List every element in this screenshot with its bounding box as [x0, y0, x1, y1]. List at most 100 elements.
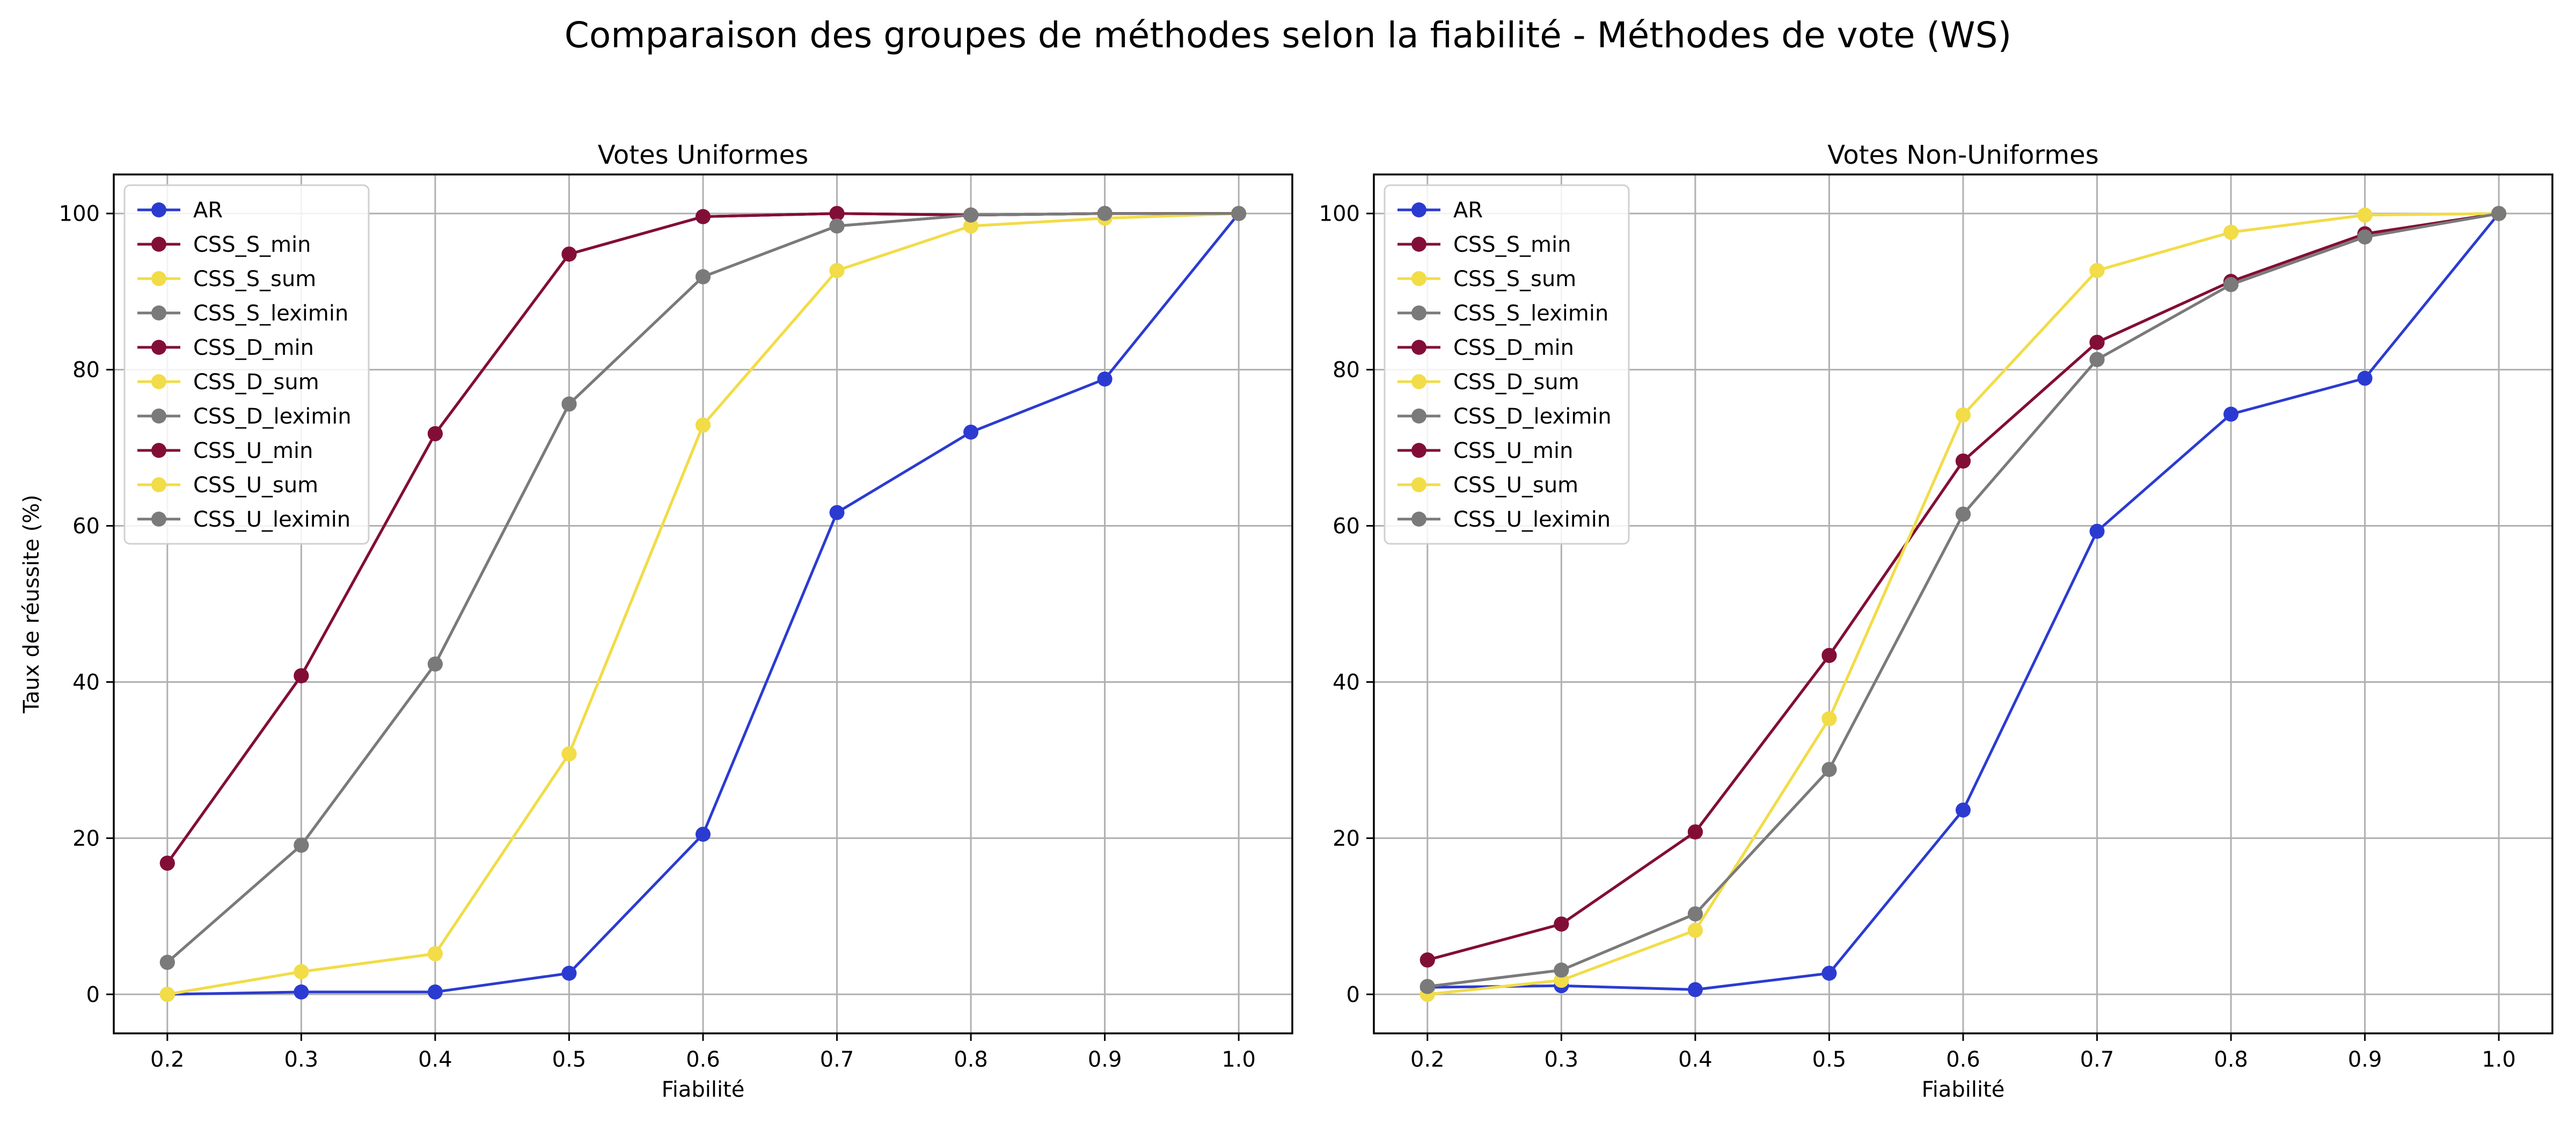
legend-marker-css-s-sum [151, 271, 166, 286]
data-point-css-u-sum [2089, 263, 2105, 278]
legend-label: CSS_D_sum [1453, 370, 1579, 395]
x-tick-label: 0.9 [1088, 1047, 1122, 1072]
data-point-css-u-leximin [829, 218, 845, 234]
subplot-title: Votes Uniformes [598, 140, 808, 170]
legend-marker-css-d-min [151, 340, 166, 355]
data-point-css-u-min [1554, 916, 1569, 932]
legend-marker-css-s-leximin [1411, 305, 1426, 320]
y-tick-label: 40 [72, 670, 100, 695]
y-tick-label: 60 [72, 514, 100, 539]
legend-label: CSS_U_sum [1453, 473, 1578, 498]
data-point-css-u-leximin [1687, 906, 1703, 922]
x-tick-label: 0.9 [2348, 1047, 2382, 1072]
data-point-css-u-leximin [2491, 206, 2507, 221]
data-point-ar [1687, 982, 1703, 997]
legend-marker-css-u-leximin [151, 512, 166, 527]
legend-marker-css-d-sum [1411, 374, 1426, 389]
data-point-css-u-sum [1956, 407, 1971, 422]
data-point-ar [2089, 523, 2105, 539]
legend-label: CSS_U_leximin [1453, 507, 1611, 532]
y-tick-label: 0 [86, 982, 100, 1007]
legend-box [123, 184, 370, 545]
y-tick-label: 80 [1333, 358, 1360, 383]
legend-label: CSS_D_min [1453, 336, 1574, 360]
x-tick-label: 0.3 [1545, 1047, 1579, 1072]
data-point-css-u-leximin [294, 837, 309, 853]
data-point-css-u-min [294, 668, 309, 683]
data-point-css-u-leximin [963, 207, 979, 223]
legend-label: AR [193, 198, 223, 223]
data-point-css-u-min [427, 426, 443, 441]
data-point-css-u-leximin [159, 954, 175, 970]
x-tick-label: 0.2 [150, 1047, 185, 1072]
data-point-css-u-min [1956, 453, 1971, 469]
data-point-css-u-sum [427, 946, 443, 961]
y-tick-label: 100 [59, 202, 100, 227]
data-point-css-u-sum [561, 746, 577, 762]
legend-label: CSS_D_leximin [193, 404, 352, 429]
x-tick-label: 0.3 [284, 1047, 319, 1072]
y-tick-label: 20 [72, 826, 100, 851]
y-tick-label: 80 [72, 358, 100, 383]
chart-votes-non-uniformes: 0.2 0.3 0.4 0.5 0.6 0.7 0.8 0.9 1.0 0 20 40 60 80 100 V… [1319, 140, 2553, 1102]
data-point-css-u-sum [294, 964, 309, 980]
x-axis-label: Fiabilité [662, 1077, 745, 1102]
data-point-css-u-leximin [1419, 979, 1435, 994]
legend-marker-css-d-leximin [1411, 409, 1426, 424]
legend-marker-css-s-leximin [151, 305, 166, 320]
legend-marker-css-u-min [151, 443, 166, 458]
legend-label: CSS_U_min [1453, 439, 1573, 463]
data-point-css-u-leximin [561, 396, 577, 412]
data-point-css-u-sum [1821, 711, 1837, 726]
data-point-css-u-min [2089, 334, 2105, 350]
data-point-css-u-leximin [1821, 762, 1837, 777]
data-point-css-u-sum [829, 263, 845, 278]
legend-marker-css-d-min [1411, 340, 1426, 355]
legend-marker-css-u-sum [151, 477, 166, 492]
legend-marker-css-d-sum [151, 374, 166, 389]
legend-label: CSS_D_leximin [1453, 404, 1612, 429]
figure-title: Comparaison des groupes de méthodes selo… [565, 14, 2011, 56]
data-point-css-u-leximin [2223, 277, 2239, 293]
x-tick-label: 0.5 [552, 1047, 587, 1072]
legend-marker-ar [151, 202, 166, 217]
x-tick-label: 0.6 [1946, 1047, 1980, 1072]
data-point-css-u-leximin [2357, 229, 2373, 245]
legend-marker-css-u-min [1411, 443, 1426, 458]
data-point-css-u-leximin [1956, 506, 1971, 522]
legend-label: CSS_S_sum [193, 267, 316, 291]
legend-marker-css-u-sum [1411, 477, 1426, 492]
data-point-css-u-sum [1687, 923, 1703, 938]
x-tick-label: 0.8 [2214, 1047, 2248, 1072]
x-tick-label: 0.7 [2080, 1047, 2114, 1072]
data-point-ar [963, 425, 979, 440]
y-axis-label: Taux de réussite (%) [19, 494, 44, 713]
x-tick-label: 0.8 [954, 1047, 988, 1072]
legend-label: AR [1453, 198, 1483, 223]
data-point-css-u-min [1821, 648, 1837, 663]
data-point-css-u-sum [2357, 207, 2373, 223]
data-point-css-u-leximin [696, 269, 711, 285]
legend-marker-css-s-min [151, 237, 166, 252]
legend-label: CSS_U_min [193, 439, 313, 463]
data-point-css-u-sum [963, 218, 979, 234]
data-point-ar [2357, 370, 2373, 386]
data-point-css-u-leximin [427, 657, 443, 672]
data-point-css-u-sum [696, 417, 711, 433]
x-tick-label: 0.5 [1812, 1047, 1847, 1072]
x-tick-label: 1.0 [1221, 1047, 1256, 1072]
data-point-ar [1821, 966, 1837, 981]
data-point-css-u-leximin [1231, 206, 1247, 221]
legend-marker-css-d-leximin [151, 409, 166, 424]
legend-label: CSS_U_leximin [193, 507, 350, 532]
legend-label: CSS_S_leximin [193, 301, 348, 326]
legend: AR CSS_S_min CSS_S_sum CSS_S_leximin CSS_D_m… [1384, 184, 1630, 545]
legend-label: CSS_S_sum [1453, 267, 1576, 291]
data-point-css-u-sum [2223, 224, 2239, 240]
data-point-css-u-leximin [2089, 352, 2105, 367]
subplot-title: Votes Non-Uniformes [1827, 140, 2098, 170]
legend-marker-css-s-sum [1411, 271, 1426, 286]
x-tick-label: 0.4 [1678, 1047, 1713, 1072]
legend-label: CSS_S_min [1453, 232, 1571, 257]
